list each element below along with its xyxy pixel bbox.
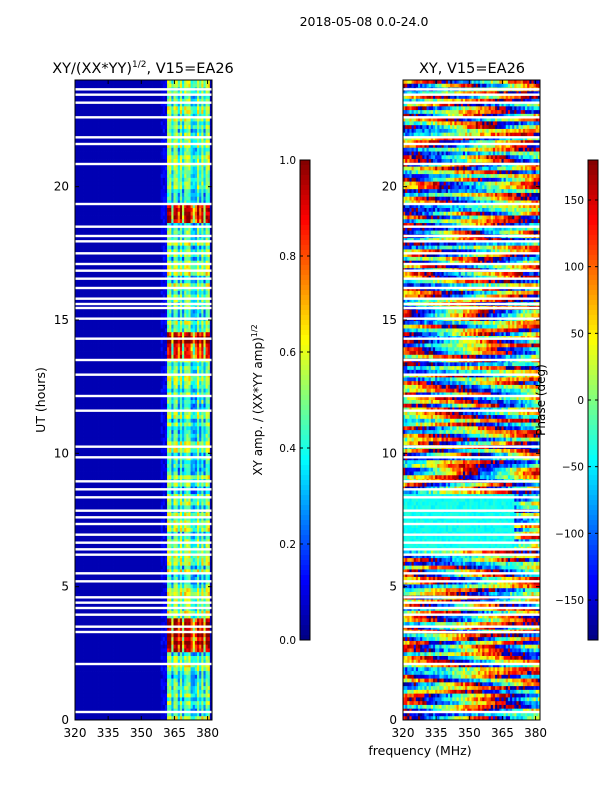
- figure-suptitle: 2018-05-08 0.0-24.0: [300, 14, 429, 29]
- amplitude-panel-title: XY/(XX*YY)1/2, V15=EA26: [52, 60, 234, 77]
- amplitude-title-suffix: , V15=EA26: [147, 61, 234, 77]
- figure-xlabel: frequency (MHz): [368, 743, 471, 758]
- amplitude-title-main: XY/(XX*YY): [52, 61, 132, 77]
- figure: 2018-05-08 0.0-24.0 frequency (MHz) XY/(…: [0, 0, 600, 800]
- amplitude-title-sup: 1/2: [132, 60, 146, 70]
- amplitude-heatmap: [75, 80, 212, 720]
- amplitude-panel: XY/(XX*YY)1/2, V15=EA26 320 335 350 365 380 …: [33, 60, 234, 740]
